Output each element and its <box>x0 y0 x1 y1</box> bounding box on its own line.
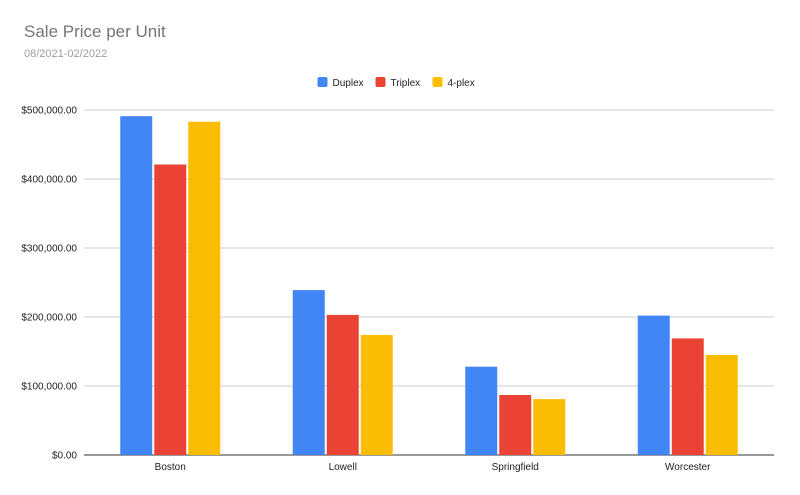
y-tick-label: $500,000.00 <box>21 106 77 117</box>
chart-title: Sale Price per Unit <box>24 22 166 41</box>
y-tick-label: $300,000.00 <box>21 244 77 255</box>
legend-swatch-duplex <box>317 77 328 87</box>
bar-4-plex-springfield <box>533 399 566 455</box>
bar-4-plex-boston <box>188 121 221 455</box>
y-tick-label: $200,000.00 <box>21 313 77 324</box>
bar-triplex-worcester <box>671 338 704 455</box>
legend-swatch-triplex <box>375 77 386 87</box>
x-tick-label: Lowell <box>329 462 357 473</box>
bar-triplex-boston <box>154 164 187 455</box>
bar-duplex-lowell <box>292 290 325 455</box>
chart-subtitle: 08/2021-02/2022 <box>24 48 108 60</box>
bar-4-plex-worcester <box>705 354 738 455</box>
y-tick-label: $0.00 <box>52 451 77 462</box>
legend-label: Duplex <box>333 78 364 89</box>
legend-label: 4-plex <box>448 78 475 89</box>
y-tick-label: $100,000.00 <box>21 382 77 393</box>
bar-duplex-worcester <box>637 315 670 455</box>
bar-duplex-boston <box>120 116 153 456</box>
x-tick-label: Worcester <box>665 462 711 473</box>
bar-triplex-springfield <box>499 394 532 455</box>
y-tick-label: $400,000.00 <box>21 175 77 186</box>
legend-label: Triplex <box>391 78 421 89</box>
bar-duplex-springfield <box>465 366 498 455</box>
legend-swatch-4-plex <box>432 77 443 87</box>
x-tick-label: Springfield <box>492 462 539 473</box>
x-tick-label: Boston <box>155 462 186 473</box>
bar-triplex-lowell <box>326 314 359 455</box>
bar-4-plex-lowell <box>360 334 393 455</box>
